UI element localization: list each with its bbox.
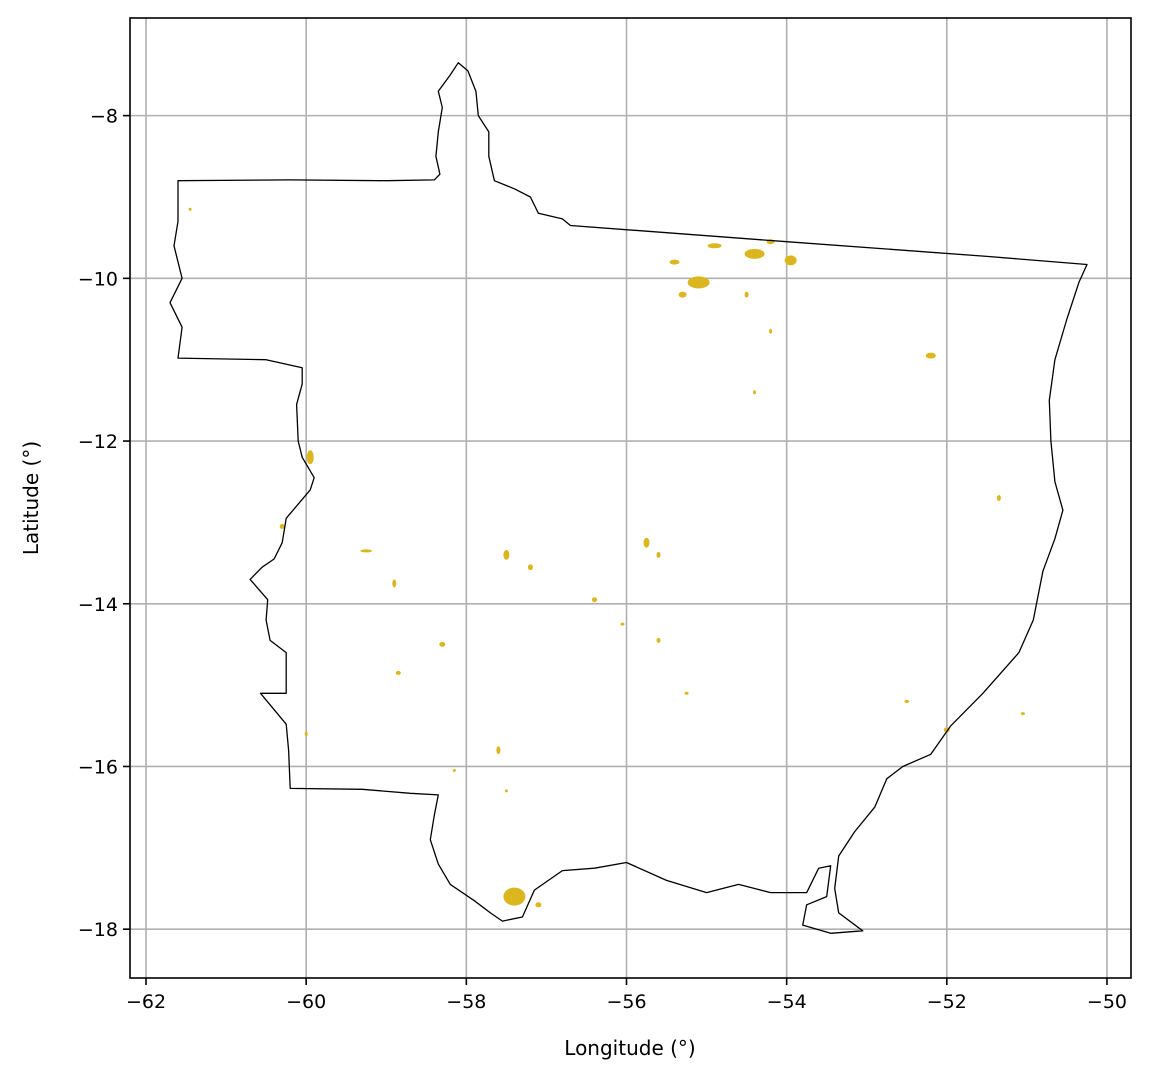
highlighted-area-patch: [925, 352, 936, 359]
highlighted-area-patch: [996, 495, 1001, 501]
highlighted-area-patch: [535, 902, 542, 908]
x-tick-label: −56: [606, 991, 646, 1013]
y-tick-label: −18: [78, 919, 118, 941]
highlighted-area-patch: [392, 579, 397, 588]
highlighted-area-patch: [620, 622, 625, 626]
y-tick-label: −12: [78, 431, 118, 453]
highlighted-area-patch: [744, 248, 765, 259]
highlighted-area-patch: [753, 390, 757, 395]
highlighted-area-patch: [656, 551, 661, 558]
highlighted-area-patch: [439, 641, 446, 647]
highlighted-area-patch: [527, 564, 533, 571]
highlighted-area-patch: [504, 789, 508, 793]
highlighted-area-patch: [306, 450, 314, 465]
highlighted-area-patch: [769, 328, 773, 334]
highlighted-area-patch: [304, 731, 308, 737]
highlighted-area-patch: [188, 207, 192, 211]
highlighted-area-patch: [656, 637, 661, 643]
x-tick-label: −62: [126, 991, 166, 1013]
highlighted-area-patch: [360, 549, 373, 553]
highlighted-area-patch: [784, 255, 797, 266]
highlighted-area-patch: [669, 259, 680, 265]
x-axis-label: Longitude (°): [564, 1036, 695, 1060]
y-axis-label: Latitude (°): [19, 441, 43, 555]
highlighted-area-patch: [503, 549, 510, 560]
x-tick-label: −54: [767, 991, 807, 1013]
highlighted-area-patch: [496, 746, 501, 755]
highlighted-area-patches: [188, 207, 1025, 908]
plot-frame: [129, 17, 1132, 979]
x-tick-label: −58: [446, 991, 486, 1013]
highlighted-area-patch: [592, 597, 597, 603]
highlighted-area-patch: [395, 670, 401, 675]
highlighted-area-patch: [678, 291, 687, 298]
x-tick-label: −60: [286, 991, 326, 1013]
y-tick-label: −8: [90, 106, 118, 128]
grid-lines: [130, 18, 1131, 978]
highlighted-area-patch: [707, 243, 722, 249]
highlighted-area-patch: [744, 291, 749, 298]
highlighted-area-patch: [279, 524, 285, 529]
axis-ticks: −62 −60 −58 −56 −54 −52 −50 −8 −10 −12 −14 −16 −18: [78, 106, 1127, 1013]
highlighted-area-patch: [1020, 712, 1025, 716]
x-tick-label: −52: [927, 991, 967, 1013]
region-boundary: [169, 62, 1088, 934]
highlighted-area-patch: [643, 537, 650, 548]
highlighted-area-patch: [684, 691, 689, 695]
highlighted-area-patch: [452, 769, 456, 772]
x-tick-label: −50: [1087, 991, 1127, 1013]
y-tick-label: −16: [78, 756, 118, 778]
highlighted-area-patch: [503, 887, 526, 906]
highlighted-area-patch: [687, 276, 710, 289]
highlighted-area-patch: [904, 699, 910, 703]
y-tick-label: −14: [78, 594, 118, 616]
y-tick-label: −10: [78, 268, 118, 290]
